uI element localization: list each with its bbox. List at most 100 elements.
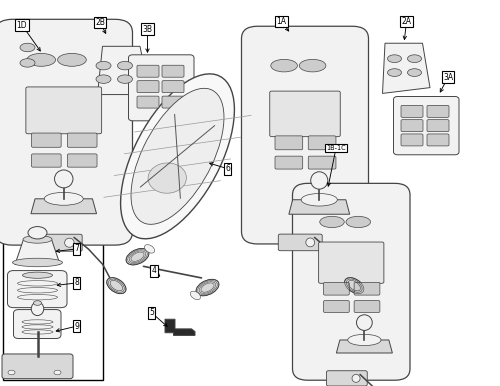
- FancyBboxPatch shape: [275, 136, 302, 150]
- FancyBboxPatch shape: [0, 19, 132, 245]
- Ellipse shape: [58, 53, 86, 66]
- FancyBboxPatch shape: [275, 156, 302, 169]
- FancyBboxPatch shape: [427, 105, 449, 117]
- Text: 4: 4: [152, 266, 156, 276]
- FancyBboxPatch shape: [394, 96, 459, 155]
- Ellipse shape: [306, 238, 314, 247]
- FancyBboxPatch shape: [128, 55, 194, 121]
- Ellipse shape: [352, 374, 360, 382]
- FancyBboxPatch shape: [278, 234, 322, 251]
- Polygon shape: [336, 340, 392, 353]
- Ellipse shape: [23, 235, 52, 243]
- Ellipse shape: [118, 75, 132, 83]
- Ellipse shape: [320, 216, 344, 228]
- FancyBboxPatch shape: [324, 301, 349, 313]
- Ellipse shape: [310, 172, 328, 189]
- FancyBboxPatch shape: [162, 65, 184, 77]
- Ellipse shape: [126, 249, 149, 265]
- Ellipse shape: [64, 238, 74, 247]
- Ellipse shape: [344, 278, 364, 294]
- Ellipse shape: [20, 59, 35, 67]
- Ellipse shape: [107, 278, 126, 294]
- Ellipse shape: [120, 74, 234, 239]
- Polygon shape: [289, 200, 350, 214]
- FancyBboxPatch shape: [318, 242, 384, 283]
- Ellipse shape: [190, 291, 200, 300]
- Ellipse shape: [408, 55, 422, 63]
- FancyBboxPatch shape: [162, 96, 184, 108]
- Polygon shape: [98, 46, 150, 95]
- Ellipse shape: [12, 258, 62, 267]
- Ellipse shape: [196, 279, 219, 296]
- FancyBboxPatch shape: [68, 133, 97, 147]
- Ellipse shape: [346, 216, 370, 228]
- Text: 2A: 2A: [402, 17, 411, 26]
- FancyBboxPatch shape: [270, 91, 340, 137]
- Ellipse shape: [34, 301, 42, 305]
- Polygon shape: [382, 43, 430, 93]
- Ellipse shape: [8, 370, 15, 375]
- Ellipse shape: [148, 163, 186, 193]
- FancyBboxPatch shape: [242, 26, 368, 244]
- Ellipse shape: [28, 227, 47, 239]
- Ellipse shape: [144, 245, 154, 253]
- FancyBboxPatch shape: [14, 310, 61, 339]
- Ellipse shape: [31, 302, 44, 316]
- Text: 2B: 2B: [95, 18, 105, 27]
- Ellipse shape: [20, 43, 35, 52]
- Polygon shape: [165, 319, 195, 335]
- Text: 1D: 1D: [16, 20, 28, 30]
- FancyBboxPatch shape: [401, 134, 423, 146]
- Ellipse shape: [300, 59, 326, 72]
- FancyBboxPatch shape: [354, 301, 380, 313]
- FancyBboxPatch shape: [137, 96, 159, 108]
- Ellipse shape: [22, 272, 52, 278]
- Text: 1B-1C: 1B-1C: [326, 145, 346, 151]
- Ellipse shape: [271, 59, 297, 72]
- Ellipse shape: [301, 193, 338, 206]
- FancyBboxPatch shape: [2, 230, 102, 380]
- FancyBboxPatch shape: [292, 183, 410, 380]
- FancyBboxPatch shape: [68, 154, 97, 167]
- Ellipse shape: [388, 69, 402, 76]
- Text: 9: 9: [74, 322, 79, 331]
- FancyBboxPatch shape: [427, 134, 449, 146]
- Ellipse shape: [388, 55, 402, 63]
- Ellipse shape: [54, 370, 61, 375]
- Text: 3A: 3A: [443, 73, 453, 82]
- FancyBboxPatch shape: [401, 120, 423, 132]
- FancyBboxPatch shape: [137, 81, 159, 93]
- Text: 3B: 3B: [142, 25, 152, 34]
- Polygon shape: [15, 239, 60, 264]
- Ellipse shape: [54, 170, 73, 188]
- FancyBboxPatch shape: [308, 136, 336, 150]
- Text: 7: 7: [74, 244, 79, 254]
- FancyBboxPatch shape: [308, 156, 336, 169]
- Text: 1A: 1A: [276, 17, 286, 26]
- FancyBboxPatch shape: [32, 133, 61, 147]
- Ellipse shape: [118, 61, 132, 70]
- Ellipse shape: [356, 315, 372, 330]
- Polygon shape: [31, 199, 96, 214]
- FancyBboxPatch shape: [162, 81, 184, 93]
- Ellipse shape: [348, 334, 381, 345]
- Ellipse shape: [96, 75, 111, 83]
- FancyBboxPatch shape: [326, 371, 367, 386]
- FancyBboxPatch shape: [32, 154, 61, 167]
- FancyBboxPatch shape: [137, 65, 159, 77]
- FancyBboxPatch shape: [2, 354, 73, 379]
- FancyBboxPatch shape: [8, 271, 67, 308]
- Ellipse shape: [408, 69, 422, 76]
- Ellipse shape: [131, 88, 224, 224]
- Text: 5: 5: [149, 308, 154, 317]
- FancyBboxPatch shape: [401, 105, 423, 117]
- FancyBboxPatch shape: [35, 234, 82, 251]
- Ellipse shape: [96, 61, 111, 70]
- Ellipse shape: [44, 192, 83, 205]
- FancyBboxPatch shape: [26, 87, 102, 134]
- FancyBboxPatch shape: [354, 283, 380, 295]
- Text: 8: 8: [74, 278, 79, 288]
- Ellipse shape: [27, 53, 56, 66]
- FancyBboxPatch shape: [324, 283, 349, 295]
- FancyBboxPatch shape: [427, 120, 449, 132]
